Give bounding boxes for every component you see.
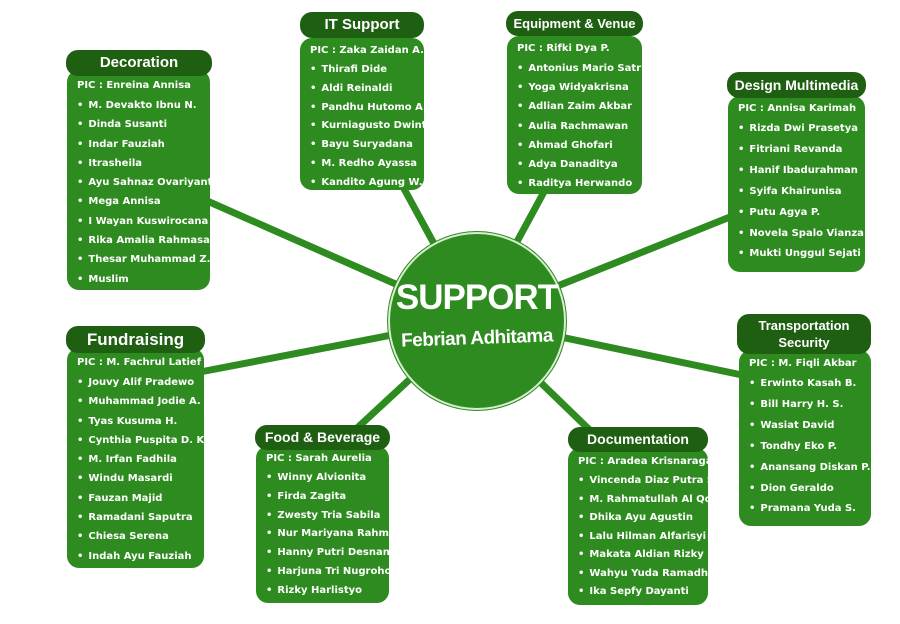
list-item: Mukti Unggul Sejati (738, 244, 865, 265)
list-item: Ahmad Ghofari (517, 136, 642, 155)
list-item: Rika Amalia Rahmasari (77, 231, 218, 250)
decoration-title: Decoration (66, 50, 212, 76)
transportation-security-pic: PIC : M. Fiqli Akbar (749, 358, 857, 369)
design-multimedia-pic: PIC : Annisa Karimah (738, 103, 857, 114)
list-item: Tyas Kusuma H. (77, 412, 204, 431)
design-multimedia-members: Rizda Dwi Prasetya Fitriani Revanda Hani… (738, 119, 865, 265)
list-item: Novela Spalo Vianza (738, 224, 865, 245)
documentation-box: PIC : Aradea Krisnaraga Vincenda Diaz Pu… (568, 448, 727, 605)
equipment-venue-members: Antonius Mario Satria Yoga Widyakrisna A… (517, 59, 651, 193)
list-item: Harjuna Tri Nugroho (266, 563, 391, 582)
list-item: Syifa Khairunisa (738, 182, 865, 203)
decoration-pic: PIC : Enreina Annisa (77, 80, 191, 91)
list-item: Kurniagusto Dwinto (310, 117, 433, 136)
documentation-pic: PIC : Aradea Krisnaraga (578, 456, 713, 467)
list-item: Mega Annisa (77, 192, 210, 211)
list-item: Bayu Suryadana (310, 136, 424, 155)
list-item: Winny Alvionita (266, 469, 389, 488)
decoration-box: PIC : Enreina Annisa M. Devakto Ibnu N. … (67, 70, 218, 290)
food-beverage-pic: PIC : Sarah Aurelia (266, 453, 372, 464)
fundraising-pic: PIC : M. Fachrul Latief (77, 357, 202, 368)
list-item: Hanif Ibadurahman (738, 161, 865, 182)
equipment-venue-box: PIC : Rifki Dya P. Antonius Mario Satria… (507, 36, 651, 194)
food-beverage-members: Winny Alvionita Firda Zagita Zwesty Tria… (266, 469, 413, 601)
list-item: Tondhy Eko P. (749, 437, 871, 458)
list-item: Itrasheila (77, 154, 210, 173)
center-hub: SUPPORT Febrian Adhitama (388, 232, 566, 410)
list-item: Raditya Herwando (517, 174, 642, 193)
list-item: Lalu Hilman Alfarisyi (578, 528, 708, 547)
list-item: Adlian Zaim Akbar (517, 97, 642, 116)
transportation-security-title: Transportation Security (737, 314, 871, 354)
center-title: SUPPORT (395, 278, 559, 317)
list-item: Indah Ayu Fauziah (77, 547, 204, 566)
list-item: I Wayan Kuswirocana (77, 212, 210, 231)
list-item: Chiesa Serena (77, 527, 204, 546)
it-support-title: IT Support (300, 12, 424, 38)
list-item: Rizda Dwi Prasetya (738, 119, 865, 140)
fundraising-members: Jouvy Alif Pradewo Muhammad Jodie A. Tya… (77, 373, 208, 566)
list-item: Dion Geraldo (749, 479, 871, 500)
list-item: Adya Danaditya (517, 155, 642, 174)
list-item: Jouvy Alif Pradewo (77, 373, 204, 392)
list-item: Fauzan Majid (77, 489, 204, 508)
list-item: Makata Aldian Rizky (578, 546, 708, 565)
list-item: Yoga Widyakrisna (517, 78, 642, 97)
list-item: Anansang Diskan P. (749, 458, 871, 479)
list-item: Zwesty Tria Sabila (266, 507, 389, 526)
design-multimedia-title: Design Multimedia (727, 72, 866, 98)
transportation-security-title-line2: Security (778, 335, 830, 350)
list-item: Thirafi Dide (310, 61, 424, 80)
food-beverage-box: PIC : Sarah Aurelia Winny Alvionita Fird… (256, 446, 413, 603)
list-item: Dhika Ayu Agustin (578, 509, 708, 528)
fundraising-title: Fundraising (66, 326, 205, 353)
documentation-title: Documentation (568, 427, 708, 452)
transportation-security-box: PIC : M. Fiqli Akbar Erwinto Kasah B. Bi… (739, 350, 871, 526)
list-item: Cynthia Puspita D. K. (77, 431, 208, 450)
list-item: Ika Sepfy Dayanti (578, 583, 708, 602)
equipment-venue-title: Equipment & Venue (506, 11, 643, 36)
list-item: Windu Masardi (77, 469, 204, 488)
list-item: Indar Fauziah (77, 135, 210, 154)
list-item: Erwinto Kasah B. (749, 374, 871, 395)
list-item: Vincenda Diaz Putra S. (578, 472, 718, 491)
it-support-pic: PIC : Zaka Zaidan A. (310, 45, 424, 56)
list-item: Muhammad Jodie A. (77, 392, 204, 411)
decoration-members: M. Devakto Ibnu N. Dinda Susanti Indar F… (77, 96, 218, 289)
list-item: Ayu Sahnaz Ovariyanti (77, 173, 215, 192)
it-support-members: Thirafi Dide Aldi Reinaldi Pandhu Hutomo… (310, 61, 433, 193)
list-item: Thesar Muhammad Z. (77, 250, 210, 269)
list-item: M. Irfan Fadhila (77, 450, 204, 469)
list-item: Wahyu Yuda Ramadhan (578, 565, 721, 584)
list-item: Kandito Agung W. (310, 174, 424, 193)
fundraising-box: PIC : M. Fachrul Latief Jouvy Alif Prade… (67, 348, 208, 568)
transportation-security-members: Erwinto Kasah B. Bill Harry H. S. Wasiat… (749, 374, 871, 520)
list-item: Nur Mariyana Rahmah (266, 525, 402, 544)
list-item: Wasiat David (749, 416, 871, 437)
list-item: Pramana Yuda S. (749, 499, 871, 520)
documentation-members: Vincenda Diaz Putra S. M. Rahmatullah Al… (578, 472, 727, 602)
list-item: Hanny Putri Desnantara (266, 544, 413, 563)
list-item: Aulia Rachmawan (517, 117, 642, 136)
center-subtitle: Febrian Adhitama (400, 325, 554, 352)
list-item: M. Redho Ayassa (310, 155, 424, 174)
list-item: Pandhu Hutomo A. (310, 99, 426, 118)
list-item: Firda Zagita (266, 488, 389, 507)
list-item: Rizky Harlistyo (266, 582, 389, 601)
food-beverage-title: Food & Beverage (255, 425, 390, 450)
transportation-security-title-line1: Transportation (758, 318, 850, 333)
list-item: Fitriani Revanda (738, 140, 865, 161)
list-item: Bill Harry H. S. (749, 395, 871, 416)
it-support-box: PIC : Zaka Zaidan A. Thirafi Dide Aldi R… (300, 38, 433, 193)
list-item: Ramadani Saputra (77, 508, 204, 527)
list-item: Aldi Reinaldi (310, 80, 424, 99)
list-item: Antonius Mario Satria (517, 59, 651, 78)
list-item: Dinda Susanti (77, 115, 210, 134)
equipment-venue-pic: PIC : Rifki Dya P. (517, 43, 610, 54)
list-item: M. Rahmatullah Al Qodri (578, 491, 727, 510)
list-item: Muslim (77, 270, 210, 289)
list-item: M. Devakto Ibnu N. (77, 96, 210, 115)
design-multimedia-box: PIC : Annisa Karimah Rizda Dwi Prasetya … (728, 96, 865, 272)
list-item: Putu Agya P. (738, 203, 865, 224)
